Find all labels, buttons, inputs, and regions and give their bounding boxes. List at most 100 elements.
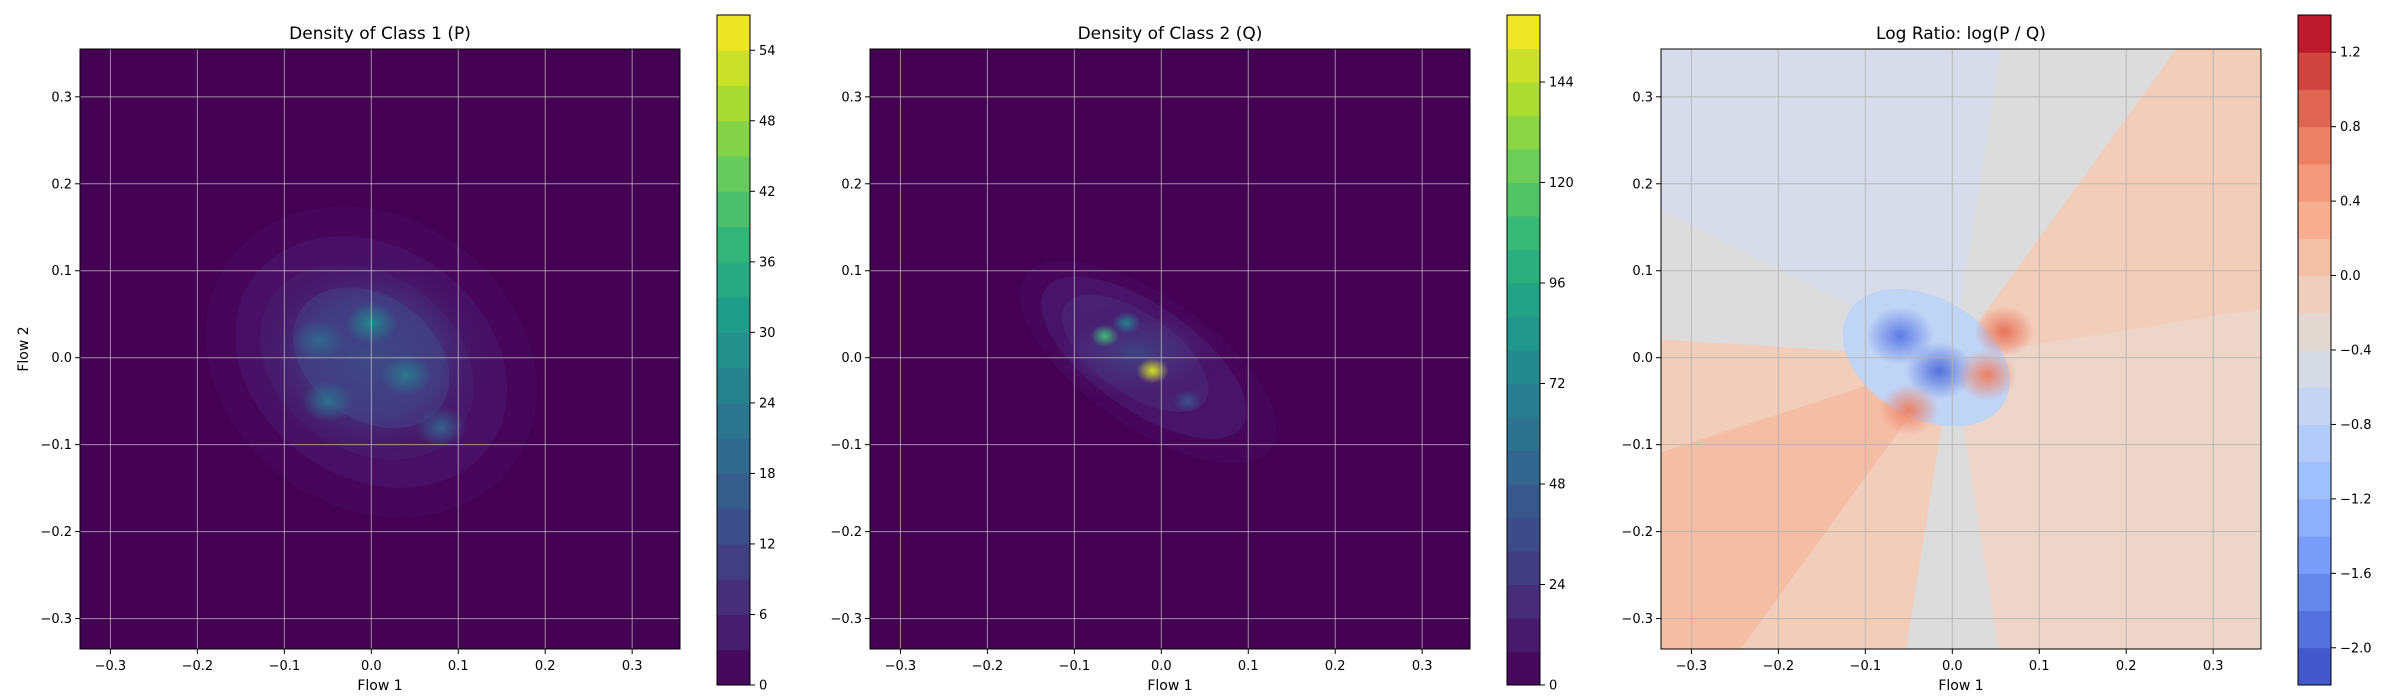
colorbar-tick-label: −2.0 — [2340, 641, 2372, 656]
colorbar-band — [2298, 350, 2331, 388]
colorbar-band — [2298, 201, 2331, 239]
density-peak — [414, 406, 467, 449]
x-tick-label: 0.1 — [448, 659, 469, 674]
density-peak — [301, 380, 354, 422]
colorbar-band — [1507, 115, 1540, 150]
ratio-region-positive — [1661, 357, 1953, 649]
colorbar-band — [717, 438, 750, 474]
colorbar-tick-label: 30 — [759, 326, 776, 341]
colorbar-band — [1507, 484, 1540, 518]
colorbar-tick-label: 48 — [1549, 478, 1566, 493]
colorbar-band — [717, 579, 750, 615]
colorbar-band — [717, 50, 750, 87]
colorbar-tick-label: −1.2 — [2340, 492, 2372, 507]
colorbar-tick-label: 12 — [759, 537, 776, 552]
colorbar-band — [2298, 424, 2331, 463]
colorbar-band — [2298, 52, 2331, 90]
y-tick-label: 0.3 — [51, 90, 72, 105]
x-tick-label: −0.3 — [885, 659, 917, 674]
colorbar-band — [1507, 283, 1540, 317]
colorbar-band — [1507, 517, 1540, 552]
colorbar-band — [717, 402, 750, 439]
colorbar-band — [2298, 573, 2331, 612]
colorbar-band — [2298, 238, 2331, 277]
x-axis-label: Flow 1 — [357, 678, 402, 694]
colorbar-band — [717, 85, 750, 122]
colorbar-tick-label: 0.0 — [2340, 269, 2361, 284]
density-peak — [1090, 324, 1119, 348]
chart-panel-3: −0.3 −0.2 −0.1 0.0 0.1 0.2 0.3 −0.3 −0.2 −0.1 0.0 0… — [1621, 14, 2372, 694]
colorbar-tick-label: 42 — [759, 185, 776, 200]
axes-frame — [869, 48, 1471, 650]
density-peak — [1112, 311, 1141, 335]
colorbar-band — [2298, 312, 2331, 351]
colorbar-band — [1507, 182, 1540, 217]
colorbar-band — [2298, 461, 2331, 500]
colorbar-tick-label: 18 — [759, 467, 776, 482]
colorbar-tick-label: 1.2 — [2340, 46, 2361, 61]
x-tick-label: −0.1 — [269, 659, 301, 674]
colorbar-band — [2298, 536, 2331, 574]
colorbar-band — [2298, 610, 2331, 649]
y-tick-label: −0.2 — [1621, 525, 1653, 540]
chart-panel-1: −0.3 −0.2 −0.1 0.0 0.1 0.2 0.3 −0.3 −0.2 −0.1 0.0 0… — [16, 14, 776, 694]
y-tick-label: −0.1 — [40, 438, 72, 453]
colorbar-frame — [1506, 14, 1541, 686]
colorbar-band — [2298, 89, 2331, 128]
colorbar-band — [717, 297, 750, 333]
colorbar-band — [1507, 551, 1540, 585]
colorbar-band — [717, 120, 750, 157]
colorbar-band — [717, 543, 750, 580]
density-peak — [1173, 389, 1202, 413]
y-tick-label: 0.1 — [1632, 264, 1653, 279]
colorbar-tick-label: 144 — [1549, 76, 1574, 91]
colorbar-band — [1507, 584, 1540, 619]
plot-area — [80, 49, 680, 649]
x-tick-label: −0.3 — [1676, 659, 1708, 674]
colorbar-tick-label: −1.6 — [2340, 567, 2372, 582]
plot-area — [1661, 49, 2261, 649]
x-tick-label: 0.2 — [535, 659, 556, 674]
ratio-peak — [1974, 306, 2035, 358]
y-tick-label: 0.1 — [841, 264, 862, 279]
y-tick-label: −0.2 — [830, 525, 862, 540]
x-tick-label: 0.3 — [622, 659, 643, 674]
colorbar: 0 6 12 18 24 30 36 42 48 54 — [716, 14, 776, 694]
x-tick-label: 0.0 — [361, 659, 382, 674]
density-peak — [293, 319, 346, 362]
colorbar-tick-label: 0 — [1549, 679, 1557, 694]
ratio-peak — [1957, 349, 2018, 401]
axes-frame — [79, 48, 681, 650]
colorbar-tick-label: 6 — [759, 608, 767, 623]
colorbar-band — [2298, 647, 2331, 686]
colorbar-band — [2298, 163, 2331, 202]
colorbar-tick-label: 0.4 — [2340, 195, 2361, 210]
y-tick-label: −0.2 — [40, 525, 72, 540]
colorbar-band — [2298, 126, 2331, 165]
x-axis-label: Flow 1 — [1938, 678, 1983, 694]
colorbar-tick-label: 48 — [759, 114, 776, 129]
colorbar-band — [717, 191, 750, 228]
colorbar-tick-label: 36 — [759, 255, 776, 270]
x-tick-label: −0.2 — [972, 659, 1004, 674]
x-tick-label: 0.2 — [2116, 659, 2137, 674]
y-tick-label: 0.2 — [51, 177, 72, 192]
chart-title: Density of Class 1 (P) — [289, 24, 471, 44]
colorbar-band — [1507, 249, 1540, 284]
y-tick-label: 0.3 — [1632, 90, 1653, 105]
y-tick-label: 0.0 — [51, 351, 72, 366]
y-tick-label: 0.0 — [1632, 351, 1653, 366]
colorbar-band — [717, 367, 750, 404]
y-tick-label: 0.1 — [51, 264, 72, 279]
x-tick-label: 0.0 — [1942, 659, 1963, 674]
colorbar-tick-label: −0.4 — [2340, 344, 2372, 359]
density-peak — [1136, 357, 1169, 384]
colorbar-band — [1507, 15, 1540, 49]
colorbar-band — [1507, 48, 1540, 83]
x-tick-label: −0.2 — [182, 659, 214, 674]
colorbar-tick-label: 0.8 — [2340, 120, 2361, 135]
colorbar-tick-label: 72 — [1549, 377, 1566, 392]
x-tick-label: −0.3 — [95, 659, 127, 674]
colorbar-band — [717, 332, 750, 369]
